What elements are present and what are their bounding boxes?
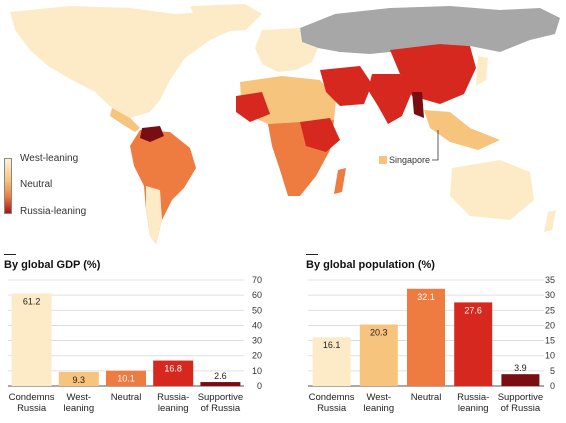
pop-chart-title: By global population (%) <box>306 259 435 271</box>
pop-y-tick-label: 35 <box>545 275 555 285</box>
map-region-south-america-south <box>146 186 162 244</box>
pop-bar-2 <box>407 288 445 386</box>
gdp-category-label-2: Neutral <box>111 392 142 403</box>
pop-data-label-2: 32.1 <box>417 292 435 302</box>
gdp-y-tick-label: 40 <box>252 320 262 330</box>
pop-category-label-4: Supportive of Russia <box>498 392 543 414</box>
map-region-south-asia <box>368 74 412 124</box>
legend-label-neutral: Neutral <box>20 179 53 190</box>
pop-data-label-0: 16.1 <box>323 340 341 350</box>
pop-bar-3 <box>454 302 493 386</box>
gdp-bar-3 <box>153 360 194 386</box>
map-region-southeast-asia <box>424 110 500 150</box>
legend-label-west: West-leaning <box>20 153 79 164</box>
gdp-bar-0 <box>11 293 52 386</box>
map-region-africa-east <box>300 118 340 152</box>
pop-y-tick-label: 30 <box>545 290 555 300</box>
map-region-middle-east <box>320 66 372 106</box>
map-region-central-america <box>110 108 140 132</box>
gdp-category-label-3: Russia-leaning <box>157 392 189 414</box>
pop-bar-4 <box>501 374 540 386</box>
pop-data-label-3: 27.6 <box>464 305 482 315</box>
pop-y-tick-label: 5 <box>550 366 555 376</box>
legend-label-russia: Russia-leaning <box>20 206 87 217</box>
world-map <box>10 4 560 244</box>
gdp-data-label-4: 2.6 <box>214 371 227 381</box>
gdp-y-tick-label: 50 <box>252 305 262 315</box>
pop-y-tick-label: 15 <box>545 336 555 346</box>
map-region-east-asia <box>390 44 476 104</box>
pop-bar-0 <box>312 337 351 386</box>
pop-y-tick-label: 0 <box>550 381 555 391</box>
pop-category-label-2: Neutral <box>411 392 442 403</box>
gdp-category-label-1: West-leaning <box>63 392 94 414</box>
pop-data-label-1: 20.3 <box>370 328 388 338</box>
population-bar-chart: 0 5 10 15 20 25 30 35 16.1 Condemns Russia 20.3 West… <box>308 275 555 414</box>
pop-y-tick-label: 10 <box>545 351 555 361</box>
gdp-bar-4 <box>200 382 241 386</box>
gdp-data-label-0: 61.2 <box>23 296 41 306</box>
singapore-label: Singapore <box>389 155 431 165</box>
gdp-y-tick-label: 10 <box>252 366 262 376</box>
gdp-data-label-2: 10.1 <box>117 374 135 384</box>
gdp-y-tick-label: 20 <box>252 351 262 361</box>
map-region-europe <box>255 28 318 72</box>
map-region-madagascar <box>334 168 346 194</box>
gdp-data-label-1: 9.3 <box>73 375 86 385</box>
gdp-panel-rule <box>4 254 16 255</box>
map-region-north-america <box>10 6 250 118</box>
pop-data-label-4: 3.9 <box>514 363 527 373</box>
gdp-y-tick-label: 70 <box>252 275 262 285</box>
map-region-new-zealand <box>544 210 556 232</box>
gdp-category-label-0: Condemns Russia <box>9 392 55 414</box>
map-region-russia <box>300 6 560 54</box>
map-region-greenland <box>190 4 262 32</box>
gdp-y-tick-label: 30 <box>252 336 262 346</box>
gdp-y-tick-label: 60 <box>252 290 262 300</box>
gdp-bar-1 <box>58 371 99 386</box>
pop-y-tick-label: 20 <box>545 320 555 330</box>
gdp-data-label-3: 16.8 <box>164 364 182 374</box>
singapore-callout-line <box>432 130 439 161</box>
pop-y-tick-label: 25 <box>545 305 555 315</box>
pop-panel-rule <box>306 254 318 255</box>
pop-category-label-1: West-leaning <box>363 392 394 414</box>
map-region-myanmar <box>412 92 424 118</box>
map-region-south-america <box>130 130 196 244</box>
map-region-venezuela <box>140 126 164 142</box>
pop-bar-1 <box>359 324 398 386</box>
gdp-bar-2 <box>106 370 146 386</box>
gdp-y-tick-label: 0 <box>257 381 262 391</box>
pop-category-label-3: Russia-leaning <box>457 392 489 414</box>
map-legend-scale <box>4 158 12 214</box>
gdp-chart-title: By global GDP (%) <box>4 259 101 271</box>
map-region-africa-west <box>236 92 270 122</box>
map-region-japan-korea <box>476 56 488 86</box>
singapore-swatch <box>379 156 387 164</box>
gdp-bar-chart: 0 10 20 30 40 50 60 70 61.2 Condemns Russia 9.3 West… <box>8 275 262 414</box>
gdp-category-label-4: Supportive of Russia <box>198 392 243 414</box>
pop-category-label-0: Condemns Russia <box>309 392 355 414</box>
map-region-australia <box>450 160 534 220</box>
